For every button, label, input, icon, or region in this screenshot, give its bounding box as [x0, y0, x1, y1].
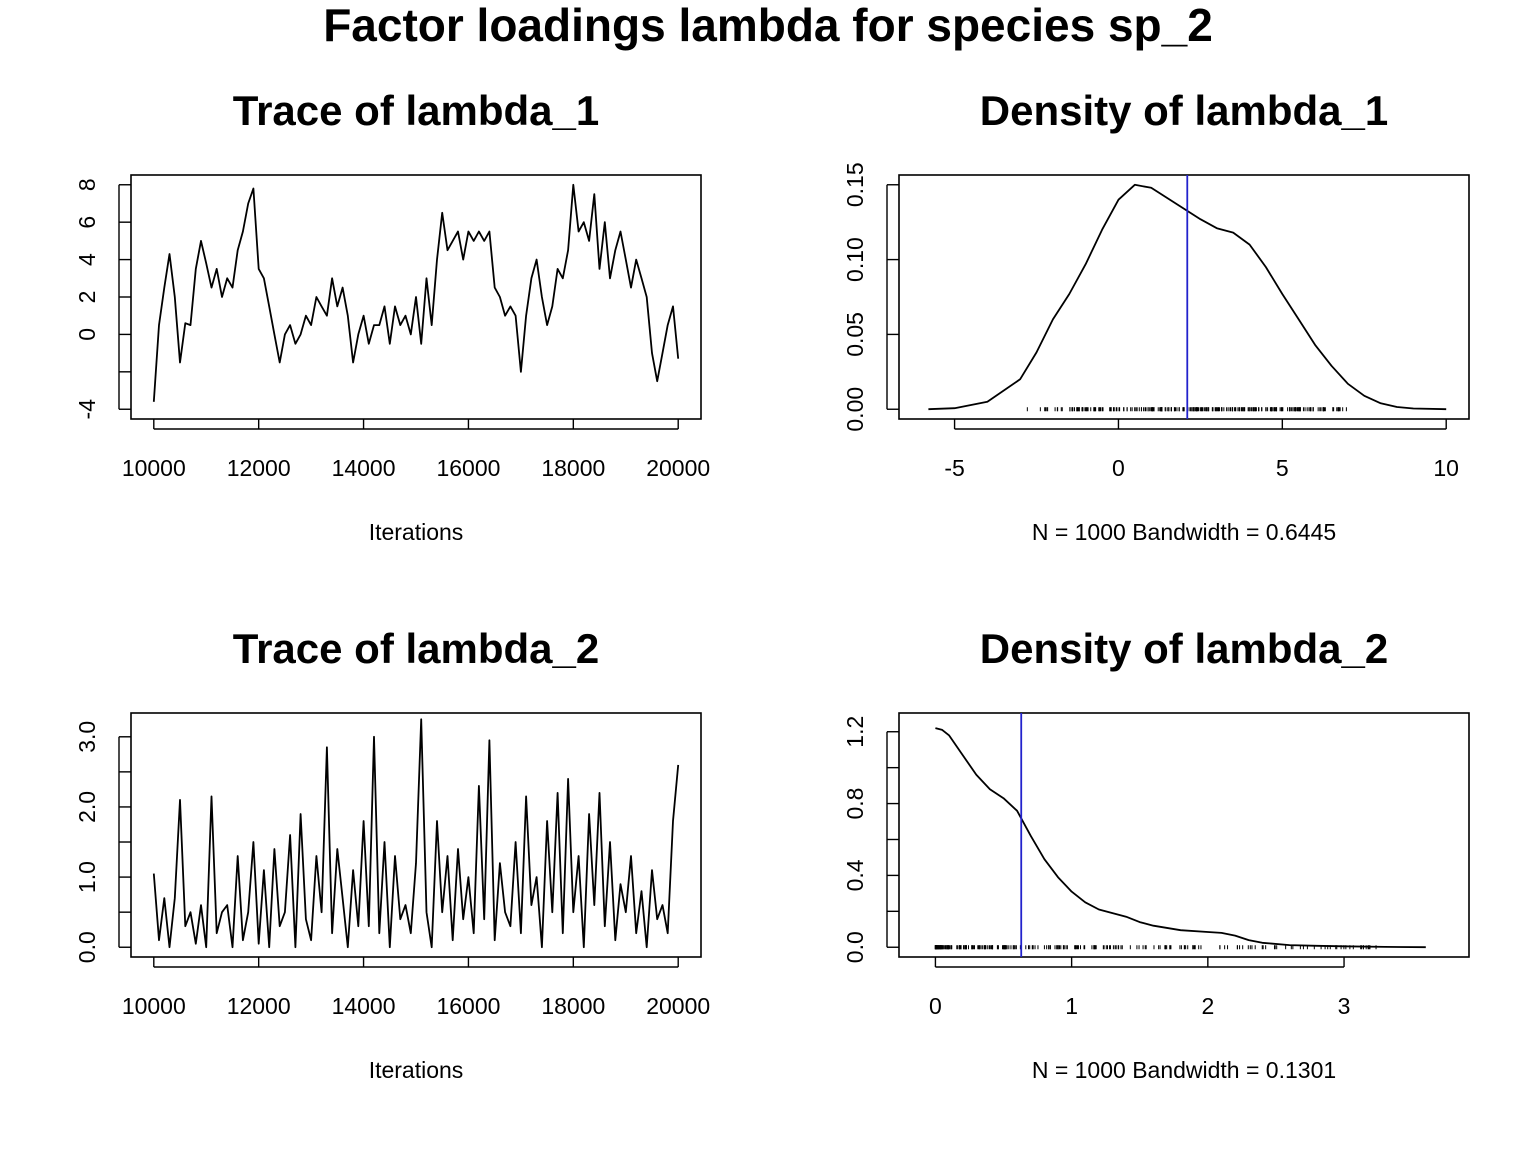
- panel-density-lambda-2: Density of lambda_2 0 1 2 3 0.0 0.4 0.8 1.2 N = 1…: [842, 625, 1470, 1083]
- plot-frame: [898, 174, 1470, 420]
- x-tick-label: 2: [1201, 993, 1214, 1019]
- x-tick-label: 10000: [122, 993, 186, 1019]
- y-tick-label: 0.4: [842, 859, 868, 891]
- x-tick-label: 10: [1433, 455, 1459, 481]
- y-tick-label: 0.0: [842, 931, 868, 963]
- y-tick-label: 0.15: [842, 162, 868, 207]
- panel-trace-lambda-2: Trace of lambda_2 10000 12000 14000 16000 180…: [74, 625, 710, 1083]
- y-tick-label: 2: [74, 291, 100, 304]
- y-tick-label: 0.10: [842, 237, 868, 282]
- plot-frame: [130, 712, 702, 958]
- x-tick-label: 10000: [122, 455, 186, 481]
- y-tick-label: 4: [74, 253, 100, 266]
- x-tick-label: 0: [929, 993, 942, 1019]
- panel-title: Density of lambda_1: [980, 87, 1388, 134]
- y-tick-label: 1.2: [842, 716, 868, 748]
- x-axis-label: N = 1000 Bandwidth = 0.1301: [1032, 1057, 1336, 1083]
- panel-trace-lambda-1: Trace of lambda_1 10000 12000 14000 16000 180…: [74, 87, 710, 545]
- x-tick-label: 16000: [436, 455, 500, 481]
- series-line: [928, 183, 1447, 411]
- y-tick-label: -4: [74, 399, 100, 420]
- y-tick-label: 0.0: [74, 931, 100, 963]
- series-line: [152, 183, 680, 402]
- x-tick-label: 3: [1338, 993, 1351, 1019]
- x-tick-label: 12000: [227, 993, 291, 1019]
- x-tick-label: 20000: [646, 993, 710, 1019]
- series-line: [152, 718, 680, 949]
- x-tick-label: 18000: [541, 455, 605, 481]
- plot-frame: [898, 712, 1470, 958]
- y-tick-label: 0.05: [842, 312, 868, 357]
- x-tick-label: -5: [944, 455, 964, 481]
- x-axis-label: Iterations: [369, 519, 464, 545]
- y-tick-label: 6: [74, 216, 100, 229]
- x-tick-label: 20000: [646, 455, 710, 481]
- x-tick-label: 16000: [436, 993, 500, 1019]
- y-tick-label: 1.0: [74, 861, 100, 893]
- x-tick-label: 1: [1065, 993, 1078, 1019]
- y-tick-label: 0.8: [842, 788, 868, 820]
- x-tick-label: 12000: [227, 455, 291, 481]
- x-tick-label: 5: [1276, 455, 1289, 481]
- panel-density-lambda-1: Density of lambda_1 -5 0 5 10 0.00 0.05 0.10 0.1…: [842, 87, 1470, 545]
- figure-title: Factor loadings lambda for species sp_2: [323, 0, 1213, 51]
- x-tick-label: 14000: [332, 993, 396, 1019]
- y-tick-label: 0: [74, 328, 100, 341]
- y-tick-label: 3.0: [74, 721, 100, 753]
- panel-title: Trace of lambda_2: [233, 625, 600, 672]
- panel-title: Trace of lambda_1: [233, 87, 600, 134]
- panel-title: Density of lambda_2: [980, 625, 1388, 672]
- x-tick-label: 0: [1112, 455, 1125, 481]
- y-tick-label: 2.0: [74, 791, 100, 823]
- x-tick-label: 14000: [332, 455, 396, 481]
- y-tick-label: 8: [74, 178, 100, 191]
- x-axis-label: N = 1000 Bandwidth = 0.6445: [1032, 519, 1336, 545]
- y-tick-label: 0.00: [842, 387, 868, 432]
- x-axis-label: Iterations: [369, 1057, 464, 1083]
- x-tick-label: 18000: [541, 993, 605, 1019]
- series-line: [935, 727, 1426, 949]
